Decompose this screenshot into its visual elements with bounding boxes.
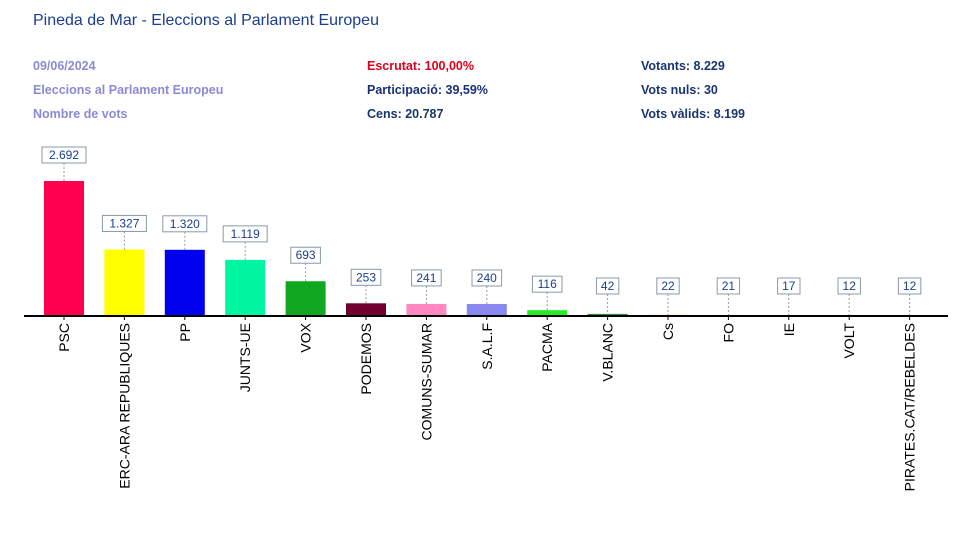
category-label-10: Cs [660, 323, 676, 340]
vots-nuls-stat: Vots nuls: 30 [641, 83, 718, 97]
value-label-8: 116 [538, 277, 557, 291]
bar-5 [346, 303, 386, 316]
value-box-11 [716, 277, 741, 295]
category-label-3: JUNTS-UE [237, 323, 253, 392]
bar-4 [285, 281, 326, 316]
value-box-7 [471, 269, 503, 287]
category-label-9: V.BLANC [600, 323, 616, 382]
category-label-14: PIRATES.CAT/REBELDES [902, 323, 918, 491]
value-box-9 [595, 277, 620, 295]
category-label-11: FO [720, 323, 736, 343]
chart-title: Pineda de Mar - Eleccions al Parlament E… [33, 12, 379, 29]
value-label-5: 253 [356, 270, 376, 284]
value-box-13 [837, 277, 861, 295]
value-label-10: 22 [661, 279, 675, 293]
value-box-10 [656, 277, 680, 295]
bar-2 [164, 249, 205, 316]
value-box-0 [41, 146, 87, 164]
value-label-1: 1.327 [109, 216, 139, 230]
category-label-5: PODEMOS [358, 323, 374, 395]
category-label-1: ERC-ARA REPUBLIQUES [116, 323, 132, 489]
value-label-14: 12 [903, 279, 917, 293]
bar-7 [466, 303, 507, 316]
value-label-2: 1.320 [170, 217, 200, 231]
bar-9 [587, 313, 628, 316]
date-label: 09/06/2024 [33, 59, 96, 73]
vots-valids-stat: Vots vàlids: 8.199 [641, 107, 745, 121]
value-box-3 [222, 225, 268, 243]
value-box-8 [531, 275, 563, 293]
value-box-1 [101, 214, 147, 232]
category-label-0: PSC [56, 323, 72, 352]
value-box-2 [162, 215, 208, 233]
value-box-12 [777, 277, 801, 295]
votants-stat: Votants: 8.229 [641, 59, 725, 73]
value-label-7: 240 [477, 271, 497, 285]
cens-stat: Cens: 20.787 [367, 107, 444, 121]
category-label-13: VOLT [841, 323, 857, 359]
value-label-3: 1.119 [231, 227, 260, 241]
value-label-4: 693 [296, 248, 316, 262]
value-label-6: 241 [416, 271, 436, 285]
bar-1 [104, 249, 145, 316]
bar-6 [406, 303, 447, 316]
category-label-6: COMUNS-SUMAR [418, 323, 434, 440]
value-box-14 [897, 277, 922, 295]
metric-label: Nombre de vots [33, 107, 128, 121]
value-box-5 [350, 268, 382, 286]
escrutat-stat: Escrutat: 100,00% [367, 59, 475, 73]
value-label-12: 17 [782, 279, 796, 293]
value-box-6 [411, 269, 442, 287]
bar-8 [527, 310, 568, 316]
value-label-13: 12 [843, 279, 857, 293]
value-label-11: 21 [722, 279, 736, 293]
value-label-9: 42 [601, 279, 615, 293]
bar-3 [225, 259, 266, 316]
election-label: Eleccions al Parlament Europeu [33, 83, 224, 97]
participacio-stat: Participació: 39,59% [367, 83, 488, 97]
category-label-7: S.A.L.F [479, 323, 495, 370]
category-label-4: VOX [298, 322, 314, 352]
category-label-12: IE [781, 323, 797, 336]
value-label-0: 2.692 [49, 148, 79, 162]
category-label-8: PACMA [539, 322, 555, 371]
value-box-4 [290, 246, 321, 264]
bar-0 [44, 181, 84, 316]
category-label-2: PP [177, 323, 193, 342]
